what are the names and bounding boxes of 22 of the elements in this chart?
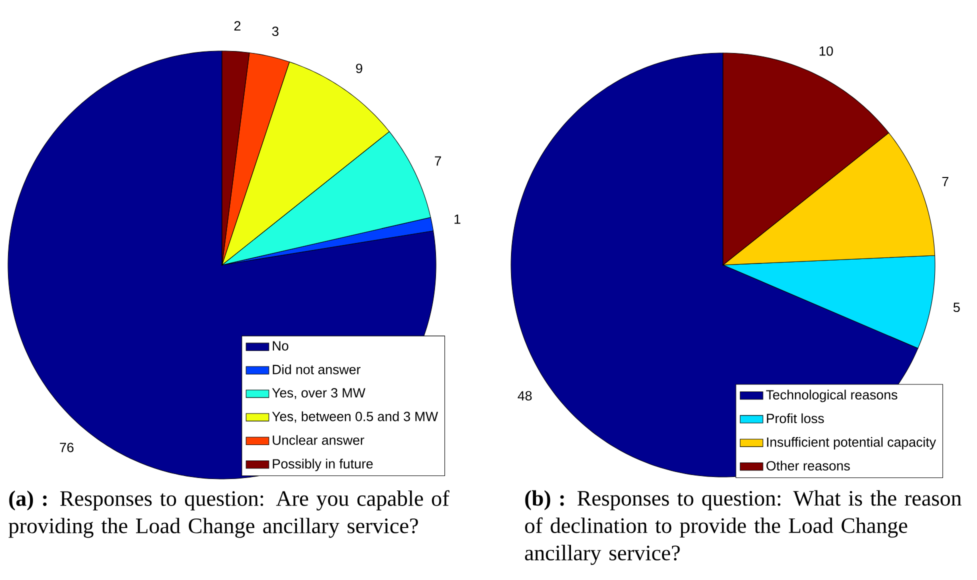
legend-label: Unclear answer: [272, 435, 364, 445]
legend-label: Possibly in future: [272, 458, 373, 472]
data-label: 9: [356, 64, 362, 74]
data-label: 5: [953, 302, 960, 312]
legend-label: No: [272, 341, 288, 351]
legend-label: Did not answer: [272, 364, 360, 374]
text: (a) : Responses to question: Are you capable of providing the Load Change ancillary service?: [8, 490, 450, 538]
data-label: 7: [942, 176, 948, 186]
data-label: 76: [60, 442, 74, 452]
text: (b) : Responses to question: What is the reason of declination to provide the Load Change ancillary service?: [525, 490, 962, 565]
data-label: 3: [272, 26, 278, 36]
data-label: 7: [434, 156, 441, 166]
data-label: 48: [518, 391, 532, 401]
data-label: 1: [454, 214, 460, 224]
legend-label: Insufficient potential capacity: [767, 437, 936, 450]
data-label: 2: [234, 21, 240, 30]
legend-label: Profit loss: [766, 413, 824, 424]
legend-label: Technological reasons: [766, 390, 898, 402]
legend-label: Yes, between 0.5 and 3 MW: [272, 411, 438, 423]
legend-label: Other reasons: [766, 460, 850, 471]
data-label: 10: [820, 46, 833, 56]
legend-label: Yes, over 3 MW: [272, 388, 366, 400]
